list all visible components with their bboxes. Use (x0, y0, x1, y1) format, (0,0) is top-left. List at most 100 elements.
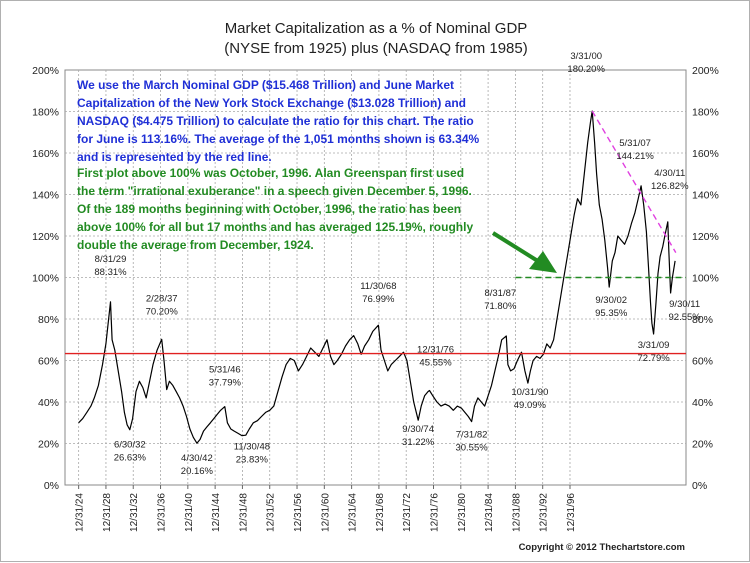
annotation-value: 72.79% (637, 353, 670, 364)
chart-subtitle: (NYSE from 1925) plus (NASDAQ from 1985) (224, 40, 527, 57)
annotation-value: 144.21% (616, 151, 654, 162)
note-green-line: Of the 189 months beginning with October… (77, 202, 461, 216)
annotation-date: 5/31/46 (209, 365, 241, 376)
y-tick-label-right: 140% (692, 190, 719, 202)
grid (65, 70, 686, 485)
copyright: Copyright © 2012 Thechartstore.com (519, 542, 685, 553)
x-tick-label: 12/31/60 (320, 493, 331, 532)
x-tick-label: 12/31/40 (184, 493, 195, 532)
x-tick-label: 12/31/12 (1, 493, 4, 532)
callout-arrow (491, 231, 557, 273)
annotation-label: 7/31/82 30.55% (455, 430, 488, 454)
annotation-label: 11/30/48 23.83% (234, 442, 270, 466)
decline-trend-line (591, 110, 677, 253)
x-tick-label: 12/31/52 (266, 493, 277, 532)
y-tick-label-left: 200% (32, 65, 59, 77)
annotation-date: 9/30/74 (402, 424, 434, 435)
x-tick-label: 12/31/76 (430, 493, 441, 532)
y-tick-label-right: 80% (692, 314, 713, 326)
annotation-label: 9/30/74 31.22% (402, 424, 435, 448)
annotation-value: 95.35% (595, 308, 628, 319)
annotation-label: 12/31/76 45.55% (417, 344, 454, 368)
annotation-date: 10/31/90 (511, 387, 548, 398)
annotation-value: 76.99% (362, 294, 395, 305)
y-tick-label-right: 160% (692, 148, 719, 160)
annotation-date: 6/30/32 (114, 440, 146, 451)
chart-title: Market Capitalization as a % of Nominal … (225, 20, 528, 37)
x-tick-label: 12/31/80 (457, 493, 468, 532)
annotation-value: 180.20% (567, 64, 605, 75)
annotation-value: 88.31% (94, 267, 127, 278)
y-tick-label-left: 100% (32, 273, 59, 285)
annotation-label: 3/31/00 180.20% (567, 51, 605, 75)
annotation-label: 11/30/68 76.99% (360, 281, 396, 305)
x-tick-label: 12/31/68 (375, 493, 386, 532)
annotation-value: 70.20% (146, 306, 179, 317)
annotation-date: 11/30/68 (360, 281, 396, 292)
x-tick-label: 12/31/92 (539, 493, 550, 532)
y-tick-label-left: 160% (32, 148, 59, 160)
series-group (65, 110, 686, 444)
annotation-value: 37.79% (209, 378, 242, 389)
market-cap-series-line (78, 110, 676, 444)
annotation-value: 49.09% (514, 400, 547, 411)
annotation-label: 8/31/87 71.80% (484, 288, 517, 312)
x-tick-label: 12/31/84 (484, 493, 495, 532)
annotation-label: 9/30/02 95.35% (595, 295, 628, 319)
annotation-value: 26.63% (114, 453, 147, 464)
x-tick-label: 12/31/96 (566, 493, 577, 532)
annotation-value: 45.55% (419, 357, 452, 368)
y-tick-label-left: 80% (38, 314, 59, 326)
annotation-date: 4/30/11 (654, 168, 685, 179)
x-tick-label: 12/31/48 (238, 493, 249, 532)
annotation-date: 3/31/09 (638, 340, 670, 351)
note-green-line: the term "irrational exuberance" in a sp… (77, 184, 472, 198)
annotation-label: 5/31/46 37.79% (209, 365, 242, 389)
annotation-value: 23.83% (236, 455, 269, 466)
x-tick-label: 12/31/72 (402, 493, 413, 532)
note-green-line: above 100% for all but 17 months and has… (77, 220, 473, 234)
annotation-label: 4/30/42 20.16% (181, 453, 214, 477)
y-tick-label-right: 200% (692, 65, 719, 77)
x-tick-label: 12/31/88 (511, 493, 522, 532)
x-tick-label: 12/31/36 (157, 493, 168, 532)
annotation-date: 4/30/42 (181, 453, 213, 464)
annotation-date: 11/30/48 (234, 442, 270, 453)
annotation-value: 30.55% (455, 443, 488, 454)
y-tick-label-right: 120% (692, 231, 719, 243)
annotation-value: 31.22% (402, 437, 435, 448)
annotation-date: 9/30/02 (595, 295, 627, 306)
note-blue-line: and is represented by the red line. (77, 150, 272, 164)
y-tick-label-left: 120% (32, 231, 59, 243)
note-blue-line: We use the March Nominal GDP ($15.468 Tr… (77, 78, 454, 92)
note-green-line: double the average from December, 1924. (77, 238, 314, 252)
annotation-label: 2/28/37 70.20% (146, 293, 179, 317)
y-tick-label-right: 60% (692, 356, 713, 368)
y-tick-label-left: 180% (32, 107, 59, 119)
x-tick-label: 12/31/24 (75, 493, 86, 532)
annotation-label: 9/30/11 92.55% (669, 299, 702, 323)
y-tick-label-right: 180% (692, 107, 719, 119)
note-blue-line: NASDAQ ($4.475 Trillion) to calculate th… (77, 114, 474, 128)
annotation-date: 2/28/37 (146, 293, 178, 304)
y-tick-label-left: 60% (38, 356, 59, 368)
annotation-date: 8/31/87 (484, 288, 516, 299)
annotation-date: 12/31/76 (417, 344, 454, 355)
note-blue-line: Capitalization of the New York Stock Exc… (77, 96, 466, 110)
y-tick-label-right: 100% (692, 273, 719, 285)
annotation-date: 8/31/29 (95, 254, 127, 265)
annotation-label: 3/31/09 72.79% (637, 340, 670, 364)
x-tick-label: 12/31/32 (129, 493, 140, 532)
y-tick-label-right: 20% (692, 439, 713, 451)
annotation-value: 126.82% (651, 181, 689, 192)
note-blue-line: for June is 113.16%. The average of the … (77, 132, 479, 146)
annotations: 8/31/29 88.31% 6/30/32 26.63% 2/28/37 70.20% 4… (94, 51, 701, 477)
annotation-date: 5/31/07 (619, 138, 651, 149)
y-tick-label-left: 140% (32, 190, 59, 202)
annotation-label: 6/30/32 26.63% (114, 440, 147, 464)
annotation-label: 8/31/29 88.31% (94, 254, 127, 278)
x-tick-label: 12/31/44 (211, 493, 222, 532)
annotation-label: 5/31/07 144.21% (616, 138, 654, 162)
